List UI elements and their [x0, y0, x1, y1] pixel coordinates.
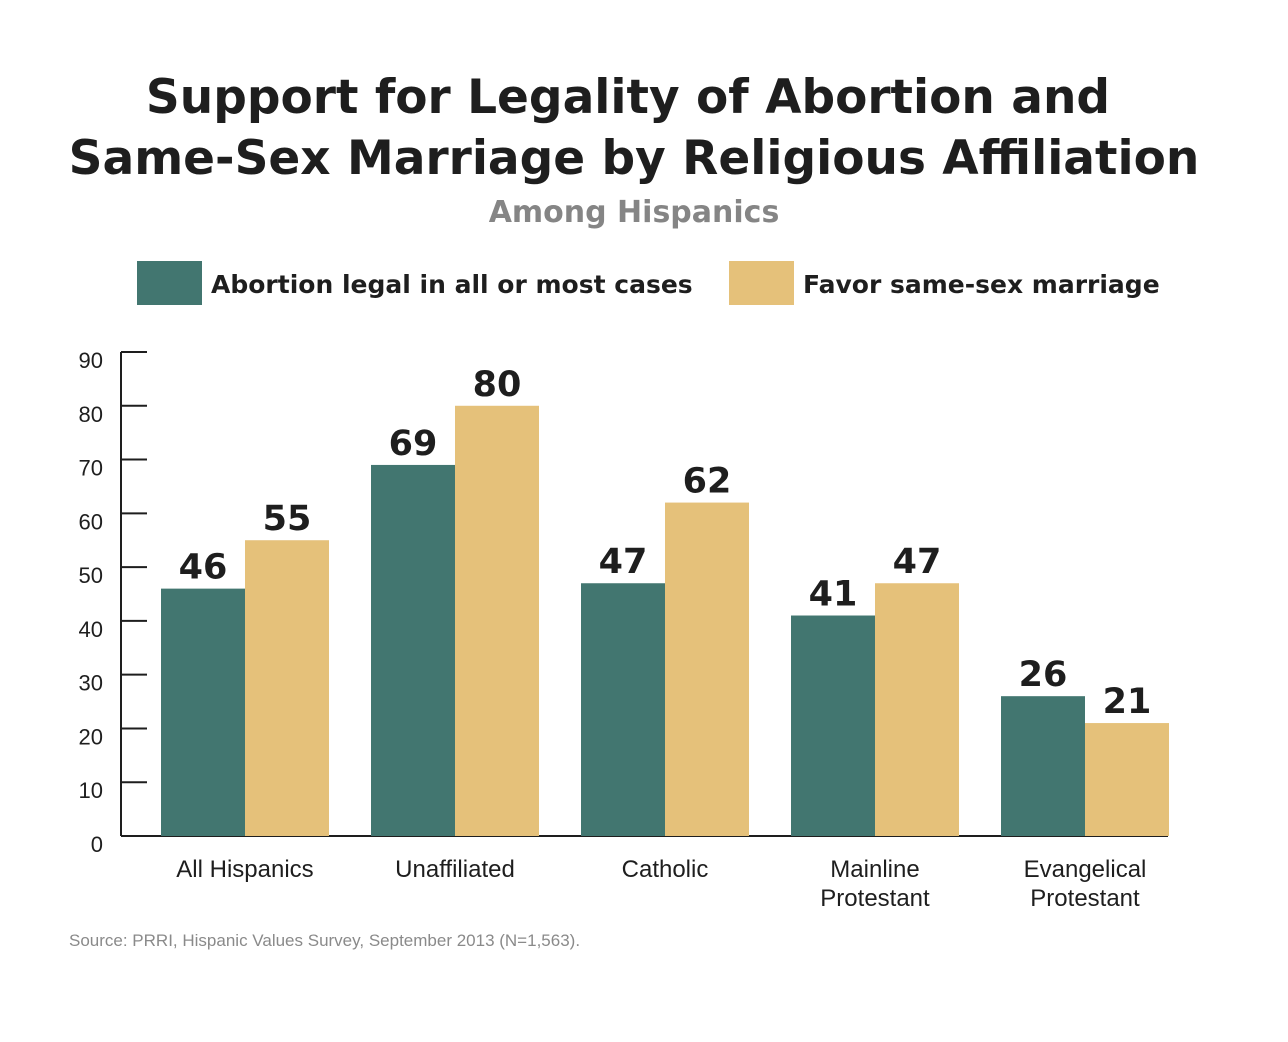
y-tick-label: 20 — [79, 724, 103, 749]
y-tick-label: 40 — [79, 617, 103, 642]
y-tick-label: 80 — [79, 402, 103, 427]
y-tick-label: 10 — [79, 778, 103, 803]
data-label: 47 — [893, 542, 942, 582]
y-tick-label: 70 — [79, 456, 103, 481]
bar — [161, 588, 245, 836]
x-category-label: Protestant — [1030, 885, 1140, 912]
bar — [245, 540, 329, 836]
legend-label-same-sex-marriage: Favor same-sex marriage — [803, 270, 1160, 299]
bar — [875, 583, 959, 836]
bar — [1085, 723, 1169, 836]
legend-label-abortion: Abortion legal in all or most cases — [211, 270, 693, 299]
bar — [1001, 696, 1085, 836]
legend: Abortion legal in all or most cases Favo… — [137, 261, 1160, 305]
y-tick-label: 90 — [79, 348, 103, 373]
data-label: 21 — [1103, 682, 1152, 722]
y-tick-label: 60 — [79, 509, 103, 534]
x-category-label: Unaffiliated — [395, 856, 515, 883]
bar — [791, 615, 875, 836]
y-tick-label: 0 — [91, 832, 103, 857]
y-tick-label: 50 — [79, 563, 103, 588]
x-category-label: Protestant — [820, 885, 930, 912]
bar — [665, 502, 749, 836]
data-label: 69 — [389, 424, 438, 464]
data-label: 41 — [809, 575, 858, 615]
plot-area: 0 10 20 30 40 50 60 70 80 90 46 55 All Hispanics 69 80… — [79, 348, 1169, 912]
data-label: 46 — [179, 548, 228, 588]
chart-subtitle: Among Hispanics — [489, 195, 780, 230]
x-category-label: All Hispanics — [176, 856, 313, 883]
source-note: Source: PRRI, Hispanic Values Survey, Se… — [69, 931, 580, 950]
chart-title-line-2: Same-Sex Marriage by Religious Affiliati… — [69, 131, 1200, 186]
data-label: 47 — [599, 542, 648, 582]
data-label: 80 — [473, 365, 522, 405]
data-label: 62 — [683, 462, 732, 502]
x-category-label: Mainline — [830, 856, 919, 883]
legend-swatch-abortion — [137, 261, 202, 305]
data-label: 55 — [263, 499, 312, 539]
bar — [581, 583, 665, 836]
bar — [371, 464, 455, 836]
chart-title-line-1: Support for Legality of Abortion and — [146, 70, 1110, 125]
legend-swatch-same-sex-marriage — [729, 261, 794, 305]
x-category-label: Catholic — [622, 856, 709, 883]
data-label: 26 — [1019, 655, 1068, 695]
x-category-label: Evangelical — [1024, 856, 1147, 883]
bar — [455, 405, 539, 836]
y-tick-label: 30 — [79, 671, 103, 696]
